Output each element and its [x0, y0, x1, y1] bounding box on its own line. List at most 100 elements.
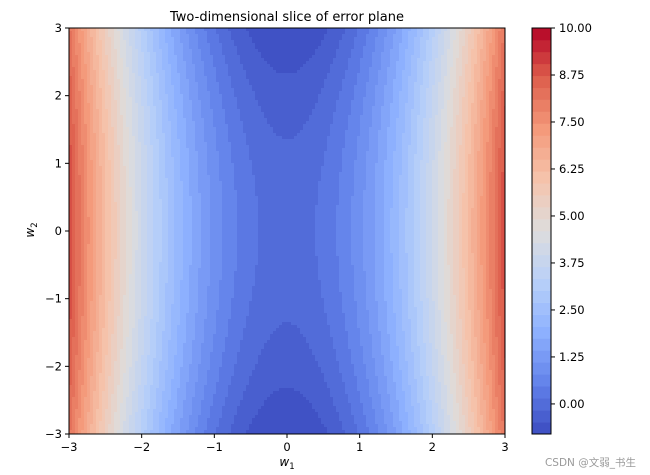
contour-cell: [405, 58, 409, 62]
contour-cell: [138, 76, 142, 80]
contour-cell: [471, 49, 475, 53]
contour-cell: [225, 76, 229, 80]
contour-cell: [96, 37, 100, 41]
contour-cell: [261, 61, 265, 65]
contour-cell: [222, 88, 226, 92]
contour-cell: [417, 40, 421, 44]
contour-cell: [237, 70, 241, 74]
contour-cell: [261, 37, 265, 41]
contour-cell: [252, 70, 256, 74]
contour-cell: [492, 109, 496, 113]
contour-cell: [327, 46, 331, 50]
contour-cell: [249, 40, 253, 44]
contour-cell: [150, 121, 154, 125]
contour-cell: [468, 106, 472, 110]
contour-cell: [312, 49, 316, 53]
contour-cell: [348, 115, 352, 119]
contour-cell: [429, 106, 433, 110]
contour-cell: [393, 115, 397, 119]
contour-cell: [438, 64, 442, 68]
contour-cell: [117, 97, 121, 101]
contour-cell: [180, 82, 184, 86]
contour-cell: [84, 109, 88, 113]
contour-cell: [213, 76, 217, 80]
contour-cell: [480, 73, 484, 77]
contour-cell: [396, 88, 400, 92]
contour-cell: [174, 61, 178, 65]
contour-cell: [300, 43, 304, 47]
contour-cell: [474, 91, 478, 95]
contour-cell: [141, 88, 145, 92]
contour-cell: [339, 103, 343, 107]
contour-cell: [447, 106, 451, 110]
contour-cell: [219, 91, 223, 95]
contour-cell: [195, 94, 199, 98]
contour-cell: [477, 46, 481, 50]
contour-cell: [141, 34, 145, 38]
contour-cell: [324, 55, 328, 59]
contour-cell: [447, 85, 451, 89]
contour-cell: [279, 97, 283, 101]
contour-cell: [345, 88, 349, 92]
contour-cell: [72, 58, 76, 62]
contour-cell: [303, 103, 307, 107]
contour-cell: [189, 40, 193, 44]
contour-cell: [363, 121, 367, 125]
contour-cell: [372, 76, 376, 80]
contour-cell: [348, 91, 352, 95]
contour-cell: [354, 103, 358, 107]
contour-cell: [90, 67, 94, 71]
contour-cell: [279, 91, 283, 95]
contour-cell: [75, 61, 79, 65]
contour-cell: [486, 88, 490, 92]
contour-cell: [150, 55, 154, 59]
contour-cell: [441, 55, 445, 59]
contour-cell: [120, 106, 124, 110]
contour-cell: [465, 52, 469, 56]
contour-cell: [294, 61, 298, 65]
contour-cell: [318, 31, 322, 35]
contour-cell: [468, 58, 472, 62]
contour-cell: [144, 100, 148, 104]
contour-cell: [234, 67, 238, 71]
contour-cell: [327, 43, 331, 47]
contour-cell: [384, 34, 388, 38]
contour-cell: [225, 34, 229, 38]
contour-cell: [360, 55, 364, 59]
contour-cell: [336, 46, 340, 50]
contour-cell: [360, 28, 364, 32]
contour-cell: [462, 58, 466, 62]
contour-cell: [174, 70, 178, 74]
contour-cell: [114, 73, 118, 77]
contour-cell: [315, 46, 319, 50]
contour-cell: [315, 85, 319, 89]
contour-cell: [75, 112, 79, 116]
contour-cell: [282, 58, 286, 62]
contour-cell: [165, 28, 169, 32]
contour-cell: [228, 118, 232, 122]
contour-cell: [141, 124, 145, 128]
contour-cell: [336, 121, 340, 125]
contour-cell: [306, 112, 310, 116]
contour-cell: [195, 106, 199, 110]
contour-cell: [414, 124, 418, 128]
contour-cell: [321, 118, 325, 122]
contour-cell: [360, 112, 364, 116]
contour-cell: [228, 79, 232, 83]
contour-cell: [117, 79, 121, 83]
contour-cell: [420, 70, 424, 74]
contour-cell: [99, 73, 103, 77]
contour-cell: [147, 61, 151, 65]
contour-cell: [366, 52, 370, 56]
contour-cell: [258, 91, 262, 95]
contour-cell: [372, 88, 376, 92]
contour-cell: [135, 121, 139, 125]
contour-cell: [438, 97, 442, 101]
contour-cell: [489, 118, 493, 122]
contour-cell: [234, 61, 238, 65]
contour-cell: [264, 64, 268, 68]
contour-cell: [231, 73, 235, 77]
contour-cell: [231, 124, 235, 128]
contour-cell: [285, 79, 289, 83]
contour-cell: [297, 61, 301, 65]
